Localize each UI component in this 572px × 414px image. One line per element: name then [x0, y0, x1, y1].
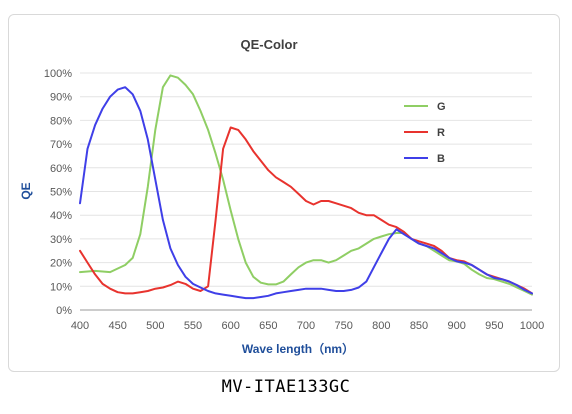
legend: G R B [404, 101, 446, 165]
y-tick-label: 10% [50, 281, 72, 293]
y-tick-label: 80% [50, 115, 72, 127]
chart-frame [8, 14, 560, 372]
legend-label-b: B [437, 153, 445, 165]
y-tick-label: 20% [50, 258, 72, 270]
grid-layer [80, 72, 532, 287]
legend-label-r: R [437, 127, 445, 139]
x-tick-label: 1000 [520, 320, 544, 332]
y-axis-label: QE [19, 182, 33, 199]
x-tick-label: 600 [221, 320, 239, 332]
y-tick-label: 100% [44, 68, 72, 80]
x-tick-label: 850 [410, 320, 428, 332]
y-tick-label: 30% [50, 234, 72, 246]
legend-label-g: G [437, 101, 446, 113]
x-tick-label: 400 [71, 320, 89, 332]
series-line-b [79, 86, 533, 300]
y-tick-label: 70% [50, 139, 72, 151]
y-tick-label: 60% [50, 163, 72, 175]
model-caption: MV-ITAE133GC [221, 377, 351, 397]
y-tick-labels: 0% 10% 20% 30% 40% 50% 60% 70% 80% 90% 100% [44, 68, 72, 317]
x-axis-label: Wave length（nm） [242, 341, 354, 356]
y-tick-label: 0% [56, 305, 72, 317]
x-tick-label: 550 [184, 320, 202, 332]
x-tick-label: 800 [372, 320, 390, 332]
chart-title: QE-Color [240, 37, 297, 52]
x-tick-label: 900 [447, 320, 465, 332]
series-layer [79, 74, 533, 300]
x-tick-label: 950 [485, 320, 503, 332]
series-line-r [79, 126, 533, 295]
y-tick-label: 90% [50, 92, 72, 104]
x-tick-label: 650 [259, 320, 277, 332]
y-tick-label: 40% [50, 210, 72, 222]
x-tick-label: 450 [108, 320, 126, 332]
x-tick-label: 750 [334, 320, 352, 332]
x-tick-labels: 400 450 500 550 600 650 700 750 800 850 900 950 1000 [71, 320, 544, 332]
y-tick-label: 50% [50, 187, 72, 199]
x-tick-label: 500 [146, 320, 164, 332]
x-tick-label: 700 [297, 320, 315, 332]
